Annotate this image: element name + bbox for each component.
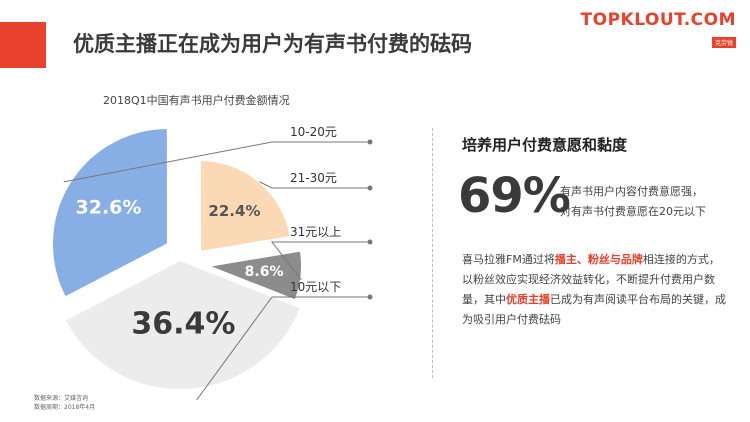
leader-dot: [367, 239, 373, 245]
slice-value-label: 32.6%: [76, 196, 142, 218]
leader-dot: [367, 294, 373, 300]
pie-chart: 32.6% 10-20元 22.4% 21-30元 8.6% 31元以上 36.4% 10元以…: [51, 125, 373, 401]
brand-name: TOPKLOUT.COM: [580, 10, 736, 30]
pie-slice: [204, 249, 303, 302]
slice-category-label: 31元以上: [290, 225, 341, 239]
slice-category-label: 10元以下: [290, 280, 341, 294]
body-text-2: 相连接的方式，以粉丝效应实现经济效益转化，不断提升付费用户数量，其中: [462, 253, 720, 306]
slice-category-label: 21-30元: [290, 171, 337, 185]
pie-slice: [63, 258, 303, 391]
brand-logo: TOPKLOUT.COM 克劳锐: [581, 10, 736, 49]
slice-category-label: 10-20元: [290, 125, 337, 139]
brand-tagline: 克劳锐: [711, 37, 736, 48]
body-text-1: 喜马拉雅FM通过将: [462, 253, 555, 266]
chart-title: 2018Q1中国有声书用户付费金额情况: [103, 94, 290, 107]
body-paragraph: 喜马拉雅FM通过将播主、粉丝与品牌相连接的方式，以粉丝效应实现经济效益转化，不断…: [462, 250, 726, 330]
leader-line: [270, 241, 368, 281]
slide-title: 优质主播正在成为用户为有声书付费的砝码: [73, 32, 472, 56]
data-source: 数据来源：艾媒咨询 数据周期：2018年4月: [34, 394, 95, 412]
leader-dot: [367, 139, 373, 145]
highlight-hosts-fans-brands: 播主、粉丝与品牌: [554, 253, 643, 266]
leader-line: [196, 296, 368, 401]
section-divider: [432, 128, 433, 378]
percentage-note-line1: 有声书用户内容付费意愿强，: [560, 185, 703, 198]
pie-slice: [51, 126, 170, 299]
panel-title: 培养用户付费意愿和黏度: [462, 136, 628, 154]
leader-line: [259, 181, 368, 189]
highlight-quality-hosts: 优质主播: [506, 293, 550, 306]
percentage-note: 有声书用户内容付费意愿强， 对有声书付费意愿在20元以下: [560, 182, 706, 222]
slice-value-label: 8.6%: [245, 264, 284, 280]
source-line1: 数据来源：艾媒咨询: [34, 395, 89, 402]
body-text-3: 已成为有声阅读平台布局的关键，成为吸引用户付费砝码: [462, 293, 726, 326]
slice-value-label: 22.4%: [208, 202, 260, 220]
leader-dot: [367, 185, 373, 191]
percentage-note-line2: 对有声书付费意愿在20元以下: [560, 205, 706, 218]
title-accent-block: [0, 22, 46, 68]
big-percentage: 69%: [458, 168, 571, 224]
source-line2: 数据周期：2018年4月: [34, 404, 96, 411]
slice-value-label: 36.4%: [131, 306, 235, 341]
leader-line: [63, 141, 368, 183]
pie-slice: [198, 158, 292, 254]
